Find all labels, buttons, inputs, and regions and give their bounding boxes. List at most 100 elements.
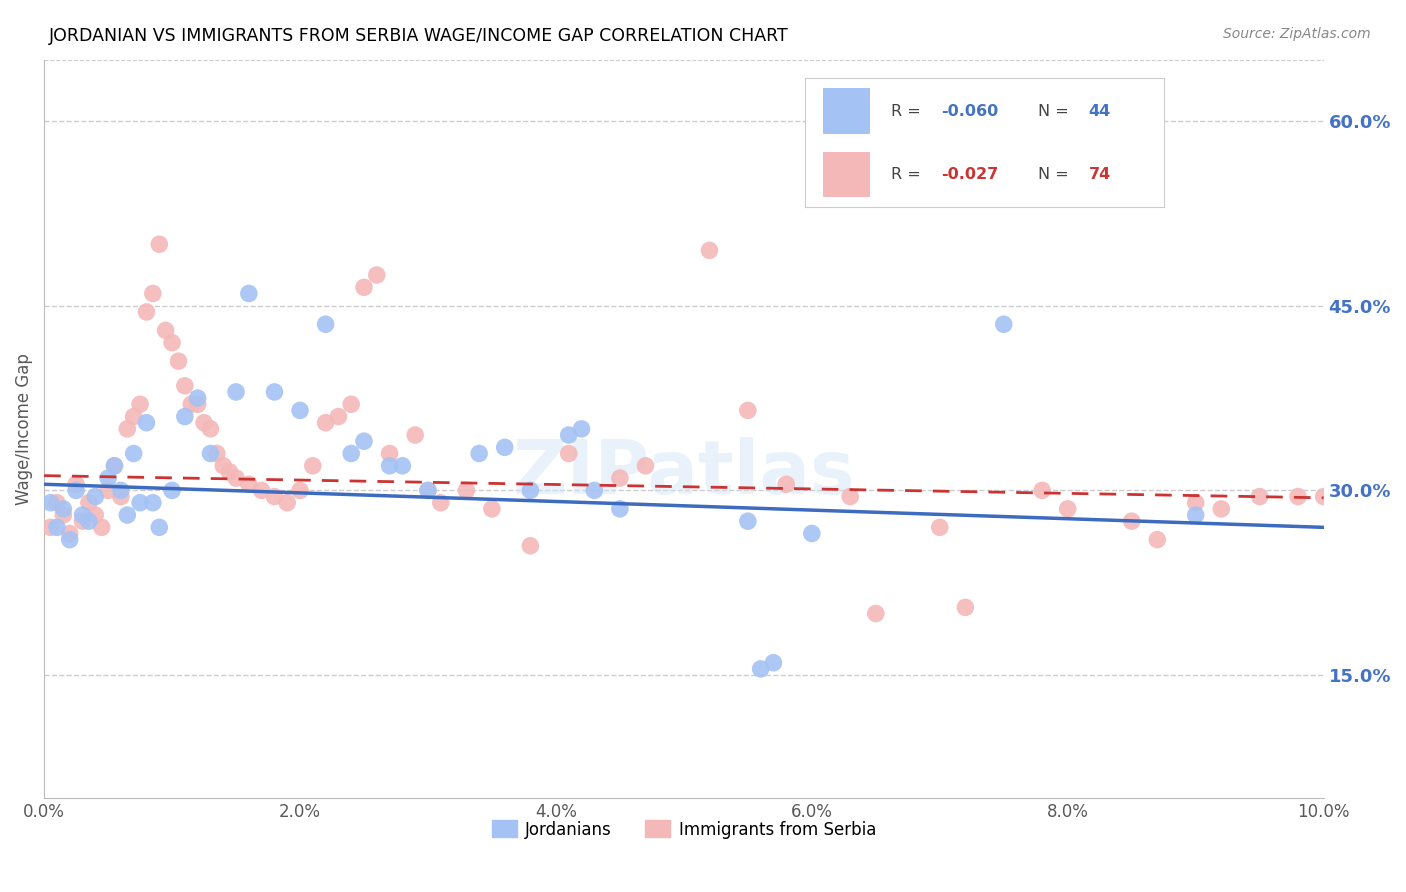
Point: [609, 471, 631, 485]
Point: [97, 471, 120, 485]
Point: [142, 286, 165, 301]
Point: [173, 409, 195, 424]
Point: [737, 403, 759, 417]
Point: [1146, 533, 1168, 547]
Point: [173, 378, 195, 392]
Point: [200, 422, 222, 436]
Point: [519, 539, 541, 553]
Point: [160, 335, 183, 350]
Point: [315, 318, 337, 332]
Text: JORDANIAN VS IMMIGRANTS FROM SERBIA WAGE/INCOME GAP CORRELATION CHART: JORDANIAN VS IMMIGRANTS FROM SERBIA WAGE…: [49, 27, 789, 45]
Point: [117, 508, 139, 522]
Point: [315, 416, 337, 430]
Point: [1211, 501, 1233, 516]
Point: [366, 268, 388, 282]
Point: [1121, 514, 1143, 528]
Point: [557, 446, 579, 460]
Point: [77, 514, 100, 528]
Point: [276, 496, 298, 510]
Point: [180, 397, 202, 411]
Point: [122, 409, 145, 424]
Point: [97, 483, 120, 498]
Point: [39, 520, 62, 534]
Point: [404, 428, 426, 442]
Point: [993, 318, 1015, 332]
Point: [928, 520, 950, 534]
Point: [263, 384, 285, 399]
Point: [160, 483, 183, 498]
Point: [699, 244, 721, 258]
Point: [353, 434, 375, 449]
Point: [122, 446, 145, 460]
Point: [39, 496, 62, 510]
Point: [340, 446, 363, 460]
Point: [1031, 483, 1053, 498]
Text: ZIPatlas: ZIPatlas: [513, 437, 855, 509]
Point: [288, 403, 311, 417]
Point: [456, 483, 478, 498]
Point: [1056, 501, 1078, 516]
Point: [839, 490, 862, 504]
Point: [583, 483, 606, 498]
Point: [167, 354, 190, 368]
Point: [187, 391, 209, 405]
Point: [59, 526, 82, 541]
Point: [1249, 490, 1271, 504]
Point: [238, 286, 260, 301]
Point: [378, 446, 401, 460]
Point: [1286, 490, 1309, 504]
Point: [212, 458, 235, 473]
Point: [250, 483, 273, 498]
Legend: Jordanians, Immigrants from Serbia: Jordanians, Immigrants from Serbia: [485, 814, 883, 846]
Point: [468, 446, 491, 460]
Point: [225, 384, 247, 399]
Point: [110, 483, 132, 498]
Point: [238, 477, 260, 491]
Point: [129, 397, 152, 411]
Point: [135, 416, 157, 430]
Point: [117, 422, 139, 436]
Point: [84, 508, 107, 522]
Point: [142, 496, 165, 510]
Point: [52, 501, 75, 516]
Point: [762, 656, 785, 670]
Point: [155, 323, 177, 337]
Point: [481, 501, 503, 516]
Point: [429, 496, 451, 510]
Point: [110, 490, 132, 504]
Point: [775, 477, 797, 491]
Point: [288, 483, 311, 498]
Point: [187, 397, 209, 411]
Point: [494, 440, 516, 454]
Point: [1184, 508, 1206, 522]
Point: [353, 280, 375, 294]
Point: [328, 409, 350, 424]
Point: [1184, 496, 1206, 510]
Point: [1312, 490, 1334, 504]
Point: [865, 607, 887, 621]
Y-axis label: Wage/Income Gap: Wage/Income Gap: [15, 353, 32, 505]
Point: [218, 465, 240, 479]
Point: [205, 446, 228, 460]
Point: [519, 483, 541, 498]
Point: [955, 600, 977, 615]
Point: [45, 496, 67, 510]
Point: [65, 483, 87, 498]
Point: [148, 237, 170, 252]
Point: [737, 514, 759, 528]
Point: [103, 458, 125, 473]
Point: [571, 422, 593, 436]
Point: [129, 496, 152, 510]
Point: [378, 458, 401, 473]
Point: [634, 458, 657, 473]
Point: [800, 526, 823, 541]
Point: [193, 416, 215, 430]
Point: [416, 483, 439, 498]
Point: [391, 458, 413, 473]
Point: [301, 458, 323, 473]
Point: [749, 662, 772, 676]
Point: [84, 490, 107, 504]
Point: [135, 305, 157, 319]
Point: [77, 496, 100, 510]
Point: [148, 520, 170, 534]
